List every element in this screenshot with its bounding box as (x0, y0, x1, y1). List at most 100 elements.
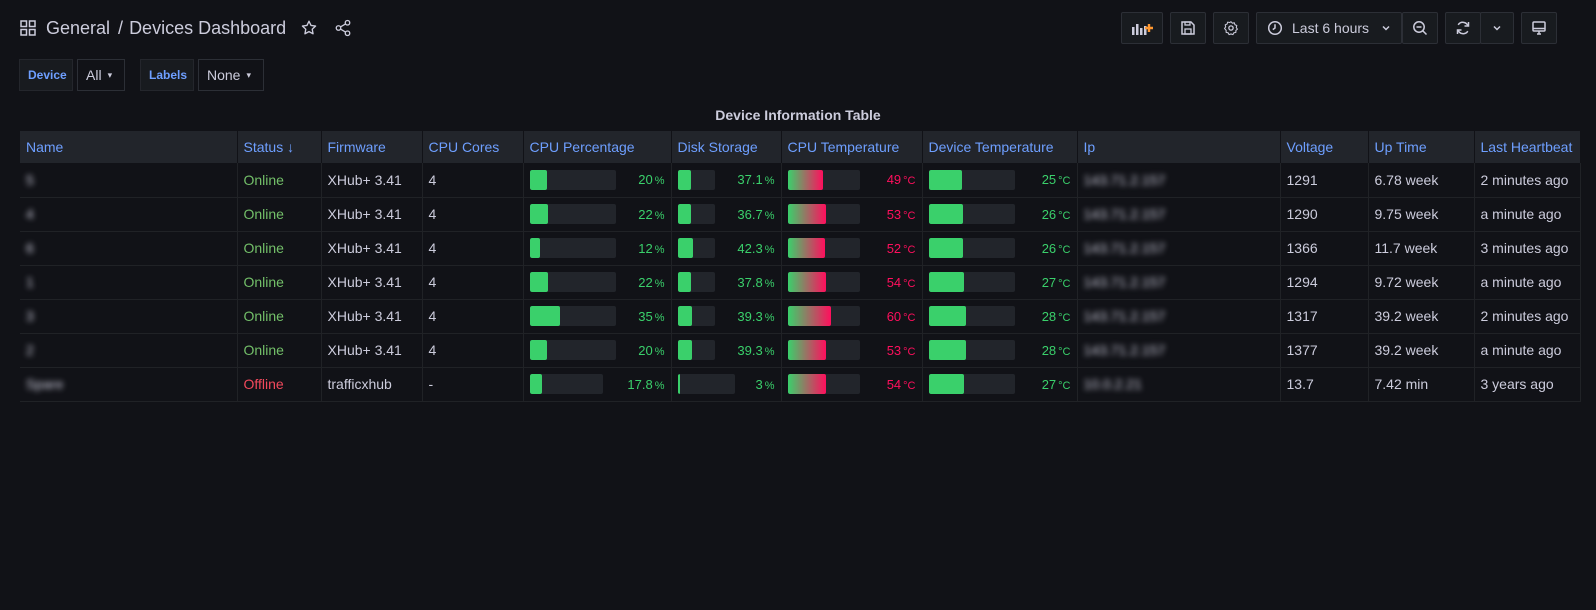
uptime-cell: 9.75 week (1368, 197, 1475, 232)
device-name-cell[interactable]: 4 (20, 197, 238, 232)
dev_temp-gauge: 25 °C (928, 169, 1071, 190)
dev_temp-number: 28 (1041, 308, 1057, 324)
cpu_temp-bar-fill (787, 169, 823, 190)
device-name-cell[interactable]: 1 (20, 265, 238, 300)
disk-number: 39.3 (737, 342, 763, 358)
column-header[interactable]: Voltage (1280, 131, 1369, 163)
device-temperature-cell: 27 °C (922, 367, 1078, 402)
column-header[interactable]: Last Heartbeat (1474, 131, 1581, 163)
cpu-value: 22% (616, 275, 664, 290)
cpu-temperature-cell: 53 °C (781, 333, 923, 368)
ip-cell: 143.71.2.157 (1077, 299, 1281, 334)
variable-select-device[interactable]: All ▾ (77, 59, 125, 91)
zoom-out-icon (1413, 21, 1428, 36)
cpu_temp-unit: °C (903, 345, 916, 358)
refresh-interval-dropdown[interactable] (1480, 12, 1514, 44)
table-row[interactable]: 1 Online XHub+ 3.41 4 22% 37.8% 54 °C 27 °C 143.71… (20, 265, 1581, 300)
cpu_temp-gauge: 54 °C (787, 272, 916, 292)
dev_temp-bar-fill (928, 204, 963, 224)
column-header[interactable]: Name (20, 131, 238, 163)
apps-icon[interactable] (20, 20, 36, 36)
dev_temp-unit: °C (1058, 379, 1071, 392)
time-range-picker[interactable]: Last 6 hours (1256, 12, 1402, 44)
device-name-cell[interactable]: 3 (20, 299, 238, 334)
disk-number: 39.3 (737, 308, 763, 324)
cpu_temp-number: 49 (886, 172, 902, 188)
cpu_temp-bar-track (787, 340, 860, 360)
share-icon[interactable] (334, 19, 352, 37)
table-row[interactable]: 4 Online XHub+ 3.41 4 22% 36.7% 53 °C 26 °C 143.71… (20, 197, 1581, 232)
uptime-cell: 39.2 week (1368, 299, 1475, 334)
cpu-number: 22 (638, 206, 653, 222)
breadcrumb-folder[interactable]: General (46, 17, 111, 38)
disk-number: 37.8 (737, 274, 763, 290)
table-row[interactable]: 2 Online XHub+ 3.41 4 20% 39.3% 53 °C 28 °C 143.71… (20, 333, 1581, 368)
ip-cell: 143.71.2.157 (1077, 163, 1281, 198)
cpu-bar-fill (529, 340, 547, 360)
star-icon[interactable] (300, 19, 318, 37)
device-name-cell[interactable]: Spare (20, 367, 238, 402)
chevron-down-icon (1493, 25, 1501, 31)
disk-unit: % (764, 379, 775, 392)
column-header[interactable]: Status ↓ (237, 131, 322, 163)
view-mode-button[interactable] (1521, 12, 1557, 44)
chevron-down-icon (1382, 25, 1390, 31)
variable-value-device: All (86, 67, 102, 83)
table-row[interactable]: 3 Online XHub+ 3.41 4 35% 39.3% 60 °C 28 °C 143.71… (20, 299, 1581, 334)
disk-value: 39.3% (715, 308, 774, 324)
column-header[interactable]: CPU Cores (422, 131, 524, 163)
disk-gauge: 3% (677, 374, 775, 394)
refresh-button[interactable] (1445, 12, 1481, 44)
cpu_temp-value: 49 °C (860, 172, 916, 187)
panel-title[interactable]: Device Information Table (715, 107, 881, 123)
cpu_temp-gauge: 49 °C (787, 169, 916, 190)
zoom-out-button[interactable] (1402, 12, 1438, 44)
disk-storage-cell: 3% (671, 367, 782, 402)
uptime-cell: 6.78 week (1368, 163, 1475, 198)
status-cell: Online (237, 299, 322, 334)
cpu-gauge: 12% (529, 238, 665, 258)
dev_temp-unit: °C (1058, 345, 1071, 358)
ip-cell: 143.71.2.157 (1077, 231, 1281, 266)
column-header[interactable]: CPU Temperature (781, 131, 923, 163)
dev_temp-value: 26 °C (1015, 241, 1071, 256)
device-temperature-cell: 28 °C (922, 299, 1078, 334)
column-header[interactable]: Disk Storage (671, 131, 782, 163)
cpu-unit: % (654, 209, 665, 222)
variable-select-labels[interactable]: None ▾ (198, 59, 264, 91)
column-header[interactable]: Firmware (321, 131, 423, 163)
column-header[interactable]: Up Time (1368, 131, 1475, 163)
cpu-gauge: 22% (529, 272, 665, 292)
cpu-bar-track (529, 238, 616, 258)
device-temperature-cell: 25 °C (922, 163, 1078, 198)
settings-button[interactable] (1213, 12, 1249, 44)
cpu_temp-unit: °C (903, 277, 916, 290)
disk-number: 3 (755, 376, 763, 392)
monitor-icon (1532, 21, 1546, 35)
dev_temp-value: 27 °C (1015, 275, 1071, 290)
cpu_temp-value: 54 °C (860, 377, 916, 392)
device-name-cell[interactable]: 6 (20, 231, 238, 266)
dashboard-title[interactable]: Devices Dashboard (129, 17, 287, 38)
add-panel-icon (1132, 24, 1153, 35)
cpu-temperature-cell: 52 °C (781, 231, 923, 266)
table-row[interactable]: 6 Online XHub+ 3.41 4 12% 42.3% 52 °C 26 °C 143.71… (20, 231, 1581, 266)
table-row[interactable]: Spare Offline trafficxhub -17.8% 3% 54 °C 27 °C 1… (20, 367, 1581, 402)
column-header[interactable]: CPU Percentage (523, 131, 672, 163)
cpu-percentage-cell: 20% (523, 333, 672, 368)
dev_temp-gauge: 26 °C (928, 204, 1071, 224)
save-button[interactable] (1170, 12, 1206, 44)
cpu-bar-track (529, 306, 616, 326)
device-name-cell[interactable]: 5 (20, 163, 238, 198)
add-panel-button[interactable] (1121, 12, 1163, 44)
dev_temp-bar-fill (928, 340, 966, 360)
disk-bar-track (677, 306, 715, 326)
column-header[interactable]: Ip (1077, 131, 1281, 163)
device-name-cell[interactable]: 2 (20, 333, 238, 368)
dev_temp-number: 25 (1041, 172, 1057, 188)
cpu-bar-track (529, 204, 616, 224)
column-header[interactable]: Device Temperature (922, 131, 1078, 163)
table-row[interactable]: 5 Online XHub+ 3.41 4 20% 37.1% 49 °C 25 °C 143.71… (20, 163, 1581, 198)
cpu_temp-bar-fill (787, 238, 825, 258)
device-temperature-cell: 27 °C (922, 265, 1078, 300)
